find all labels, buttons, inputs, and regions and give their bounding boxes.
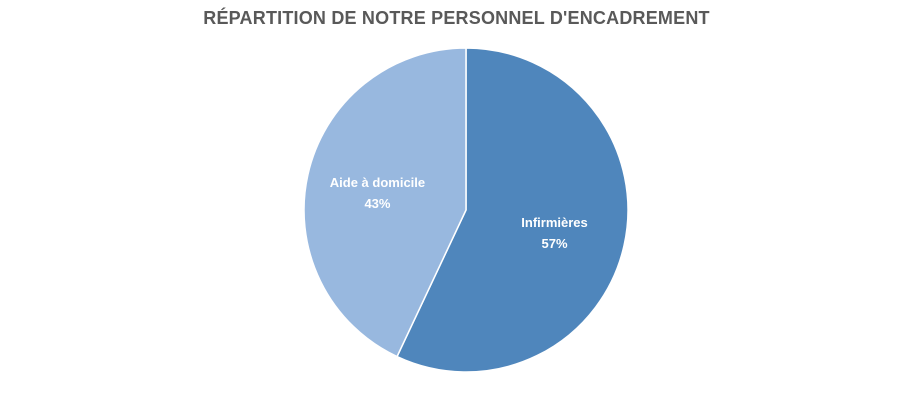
pie-slice-0 [396, 47, 629, 373]
chart-title: RÉPARTITION DE NOTRE PERSONNEL D'ENCADRE… [203, 8, 710, 28]
slice-percent-0: 57% [542, 236, 568, 251]
pie-slice-1 [303, 47, 467, 358]
slice-label-0: Infirmières [521, 215, 587, 230]
pie-slices [303, 47, 629, 373]
slice-labels: Infirmières 57% Aide à domicile 43% [330, 175, 588, 251]
slice-label-1: Aide à domicile [330, 175, 425, 190]
slice-percent-1: 43% [364, 196, 390, 211]
